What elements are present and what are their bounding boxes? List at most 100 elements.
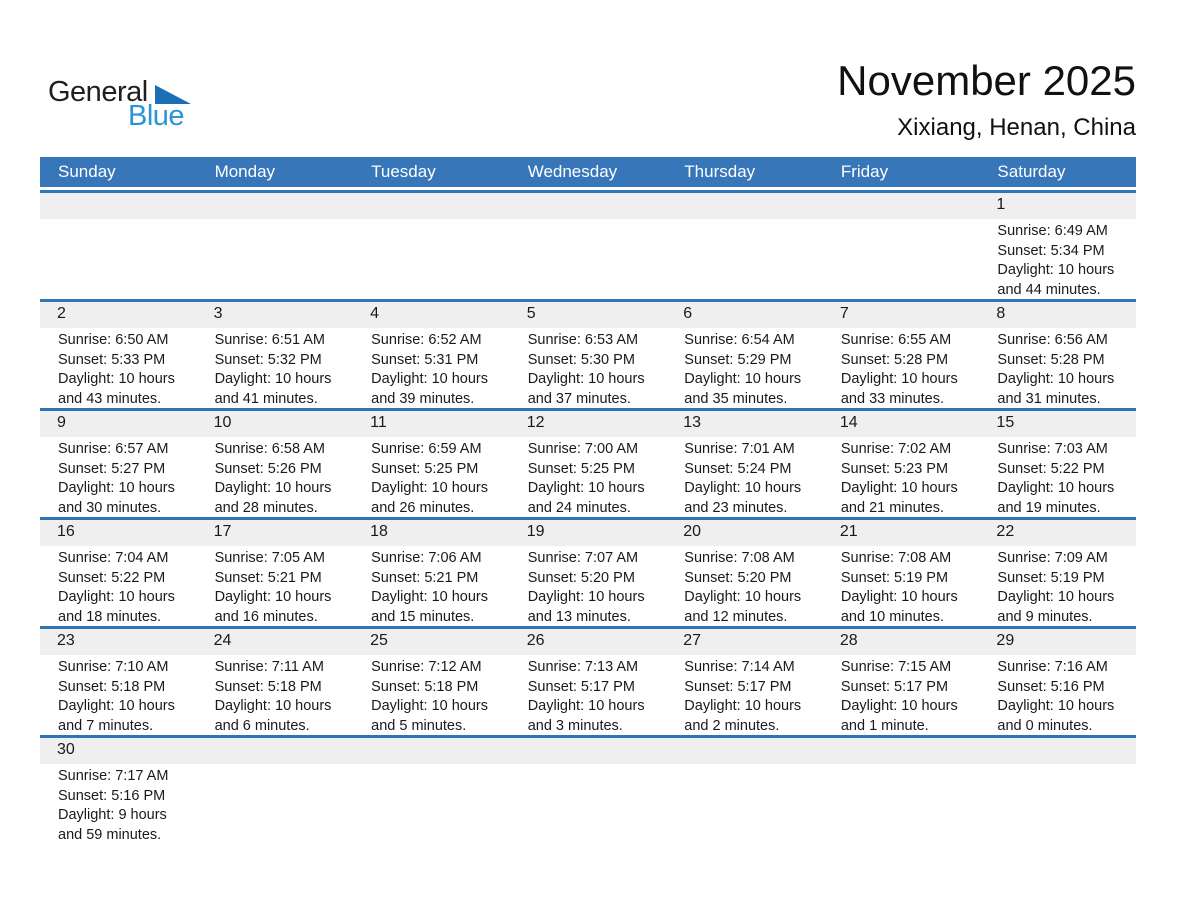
daylight-text-line1: Daylight: 10 hours	[527, 589, 645, 605]
page-title: November 2025	[837, 57, 1136, 104]
day-number	[666, 193, 823, 219]
daylight-text-line1: Daylight: 10 hours	[684, 371, 802, 387]
day-details: Sunrise: 6:51 AM Sunset: 5:32 PM Daylight:…	[197, 328, 354, 408]
sunrise-text: Sunrise: 6:50 AM	[58, 332, 169, 348]
day-cell-20: 20 Sunrise: 7:08 AM Sunset: 5:20 PM Dayligh…	[666, 520, 823, 626]
day-details	[979, 764, 1136, 767]
day-details: Sunrise: 6:50 AM Sunset: 5:33 PM Daylight:…	[40, 328, 197, 408]
day-details	[666, 219, 823, 222]
week-row-3: 9 Sunrise: 6:57 AM Sunset: 5:27 PM Daylight…	[40, 408, 1136, 517]
daylight-text-line1: Daylight: 10 hours	[371, 589, 489, 605]
daylight-text-line1: Daylight: 10 hours	[840, 698, 958, 714]
weekday-header-monday: Monday	[214, 162, 276, 181]
day-details: Sunrise: 6:57 AM Sunset: 5:27 PM Daylight:…	[40, 437, 197, 517]
day-cell-14: 14 Sunrise: 7:02 AM Sunset: 5:23 PM Dayligh…	[822, 411, 980, 517]
page-subtitle: Xixiang, Henan, China	[897, 114, 1136, 141]
day-details	[823, 219, 980, 222]
daylight-text-line2: and 9 minutes.	[997, 608, 1093, 625]
sunrise-text: Sunrise: 7:16 AM	[997, 659, 1108, 675]
day-number: 24	[196, 629, 354, 655]
empty-day-cell	[509, 193, 667, 299]
sunrise-text: Sunrise: 7:00 AM	[527, 441, 639, 457]
logo-text-blue: Blue	[128, 100, 185, 132]
week-row-2: 2 Sunrise: 6:50 AM Sunset: 5:33 PM Daylight…	[40, 299, 1136, 408]
weekday-header-wednesday: Wednesday	[527, 162, 618, 181]
daylight-text-line1: Daylight: 10 hours	[997, 262, 1115, 278]
day-number: 13	[666, 411, 823, 437]
day-details: Sunrise: 7:12 AM Sunset: 5:18 PM Daylight:…	[353, 655, 510, 735]
calendar-weeks: 1 Sunrise: 6:49 AM Sunset: 5:34 PM Daylight…	[40, 190, 1136, 844]
day-number: 9	[40, 411, 197, 437]
day-cell-28: 28 Sunrise: 7:15 AM Sunset: 5:17 PM Dayligh…	[822, 629, 980, 735]
day-number: 15	[979, 411, 1136, 437]
sunrise-text: Sunrise: 7:06 AM	[371, 550, 482, 566]
sunrise-text: Sunrise: 6:57 AM	[58, 441, 169, 457]
week-row-4: 16 Sunrise: 7:04 AM Sunset: 5:22 PM Dayligh…	[40, 517, 1136, 626]
day-cell-17: 17 Sunrise: 7:05 AM Sunset: 5:21 PM Dayligh…	[196, 520, 354, 626]
sunset-text: Sunset: 5:30 PM	[527, 351, 635, 368]
day-details: Sunrise: 7:09 AM Sunset: 5:19 PM Daylight:…	[979, 546, 1136, 626]
day-details: Sunrise: 6:59 AM Sunset: 5:25 PM Daylight:…	[353, 437, 510, 517]
sunset-text: Sunset: 5:20 PM	[527, 569, 635, 586]
daylight-text-line1: Daylight: 10 hours	[214, 589, 332, 605]
sunrise-text: Sunrise: 7:08 AM	[840, 550, 952, 566]
sunrise-text: Sunrise: 7:07 AM	[527, 550, 639, 566]
empty-day-cell	[353, 193, 510, 299]
day-number	[822, 193, 980, 219]
sunrise-text: Sunrise: 6:58 AM	[214, 441, 325, 457]
daylight-text-line2: and 31 minutes.	[997, 390, 1101, 407]
day-number: 10	[196, 411, 354, 437]
day-number	[509, 193, 667, 219]
daylight-text-line2: and 26 minutes.	[371, 499, 475, 516]
sunrise-text: Sunrise: 7:11 AM	[214, 659, 324, 675]
sunset-text: Sunset: 5:29 PM	[684, 351, 792, 368]
sunset-text: Sunset: 5:17 PM	[684, 678, 792, 695]
daylight-text-line1: Daylight: 10 hours	[527, 698, 645, 714]
sunrise-text: Sunrise: 6:49 AM	[997, 223, 1108, 239]
daylight-text-line1: Daylight: 10 hours	[371, 371, 489, 387]
daylight-text-line2: and 19 minutes.	[997, 499, 1101, 516]
day-number: 14	[822, 411, 980, 437]
day-number	[196, 193, 354, 219]
day-details: Sunrise: 7:10 AM Sunset: 5:18 PM Daylight:…	[40, 655, 197, 735]
day-cell-11: 11 Sunrise: 6:59 AM Sunset: 5:25 PM Dayligh…	[353, 411, 510, 517]
sunset-text: Sunset: 5:27 PM	[58, 460, 166, 477]
day-cell-23: 23 Sunrise: 7:10 AM Sunset: 5:18 PM Dayligh…	[40, 629, 197, 735]
day-details: Sunrise: 6:49 AM Sunset: 5:34 PM Daylight:…	[979, 219, 1136, 299]
sunset-text: Sunset: 5:25 PM	[371, 460, 479, 477]
day-cell-15: 15 Sunrise: 7:03 AM Sunset: 5:22 PM Dayligh…	[979, 411, 1136, 517]
daylight-text-line2: and 16 minutes.	[214, 608, 318, 625]
day-number: 21	[822, 520, 980, 546]
daylight-text-line1: Daylight: 10 hours	[527, 371, 645, 387]
daylight-text-line2: and 39 minutes.	[371, 390, 475, 407]
sunset-text: Sunset: 5:33 PM	[58, 351, 166, 368]
daylight-text-line2: and 7 minutes.	[58, 717, 154, 734]
day-cell-30: 30 Sunrise: 7:17 AM Sunset: 5:16 PM Dayligh…	[40, 738, 197, 844]
header-titles: November 2025 Xixiang, Henan, China	[837, 58, 1136, 142]
daylight-text-line2: and 21 minutes.	[840, 499, 945, 516]
day-number: 22	[979, 520, 1136, 546]
day-number: 8	[979, 302, 1136, 328]
weekday-header-sunday: Sunday	[58, 162, 116, 181]
weekday-header-thursday: Thursday	[684, 162, 756, 181]
sunset-text: Sunset: 5:21 PM	[214, 569, 322, 586]
day-number	[979, 738, 1136, 764]
day-details: Sunrise: 7:14 AM Sunset: 5:17 PM Daylight:…	[666, 655, 823, 735]
daylight-text-line2: and 15 minutes.	[371, 608, 475, 625]
sunrise-text: Sunrise: 7:15 AM	[840, 659, 952, 675]
week-row-5: 23 Sunrise: 7:10 AM Sunset: 5:18 PM Dayligh…	[40, 626, 1136, 735]
day-number: 11	[353, 411, 510, 437]
daylight-text-line2: and 24 minutes.	[527, 499, 631, 516]
daylight-text-line2: and 28 minutes.	[214, 499, 318, 516]
day-number: 23	[40, 629, 197, 655]
day-number: 27	[666, 629, 823, 655]
sunset-text: Sunset: 5:16 PM	[58, 787, 166, 804]
daylight-text-line2: and 2 minutes.	[684, 717, 780, 734]
day-cell-10: 10 Sunrise: 6:58 AM Sunset: 5:26 PM Dayligh…	[196, 411, 354, 517]
sunrise-text: Sunrise: 6:51 AM	[214, 332, 325, 348]
day-number: 5	[509, 302, 667, 328]
day-details	[510, 764, 667, 767]
day-number: 1	[979, 193, 1136, 219]
daylight-text-line1: Daylight: 10 hours	[684, 480, 802, 496]
week-row-1: 1 Sunrise: 6:49 AM Sunset: 5:34 PM Daylight…	[40, 190, 1136, 299]
